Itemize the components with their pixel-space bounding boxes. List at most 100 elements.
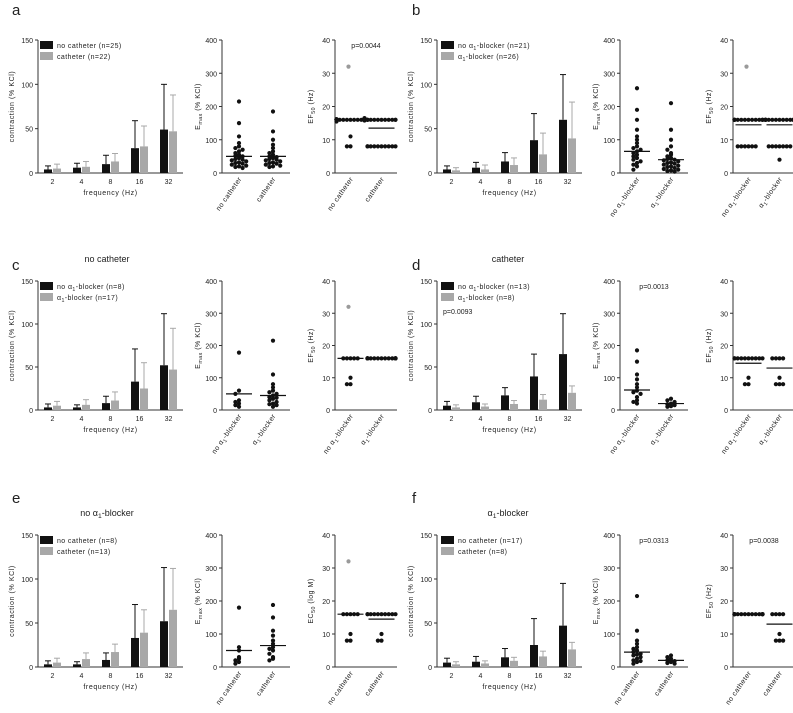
data-point bbox=[393, 117, 398, 122]
data-point bbox=[263, 162, 268, 167]
data-point bbox=[676, 167, 681, 172]
data-point bbox=[746, 356, 751, 361]
bar bbox=[452, 407, 460, 410]
y-axis-label: contraction (% KCl) bbox=[408, 310, 415, 382]
data-point bbox=[746, 382, 751, 387]
y-tick-label: 10 bbox=[720, 376, 728, 383]
y-tick-label: 30 bbox=[720, 566, 728, 573]
bar bbox=[559, 119, 567, 173]
data-point bbox=[383, 144, 388, 149]
x-tick-label: no α1-blocker bbox=[323, 413, 357, 457]
data-point bbox=[746, 117, 751, 122]
data-point bbox=[753, 356, 758, 361]
data-point bbox=[236, 350, 242, 355]
data-point bbox=[773, 638, 779, 643]
data-point bbox=[372, 117, 377, 122]
y-tick-label: 10 bbox=[322, 632, 330, 639]
y-tick-label: 400 bbox=[205, 38, 217, 45]
data-point bbox=[634, 398, 640, 403]
data-point bbox=[233, 145, 238, 151]
y-tick-label: 150 bbox=[420, 533, 432, 540]
x-tick-label: 32 bbox=[564, 416, 572, 423]
x-tick-label: no catheter bbox=[327, 176, 356, 213]
y-axis-label: EF50 (Hz) bbox=[706, 584, 715, 618]
data-point bbox=[270, 155, 276, 161]
data-point bbox=[236, 152, 242, 157]
data-point bbox=[236, 404, 242, 409]
y-tick-label: 150 bbox=[21, 533, 33, 540]
y-tick-label: 10 bbox=[322, 376, 330, 383]
outlier-point bbox=[346, 64, 351, 69]
data-point bbox=[365, 612, 370, 617]
data-point bbox=[777, 356, 782, 361]
bar bbox=[169, 609, 177, 667]
data-point bbox=[390, 117, 395, 122]
data-point bbox=[270, 164, 276, 169]
y-tick-label: 150 bbox=[21, 38, 33, 45]
x-tick-label: 2 bbox=[51, 416, 55, 423]
x-tick-label: 4 bbox=[479, 673, 483, 680]
bar bbox=[510, 165, 518, 173]
legend-label: no catheter (n=17) bbox=[458, 538, 523, 545]
x-tick-label: catheter bbox=[364, 670, 386, 698]
data-point bbox=[634, 164, 640, 169]
y-tick-label: 10 bbox=[720, 138, 728, 145]
bar bbox=[73, 407, 81, 410]
data-point bbox=[634, 645, 640, 650]
data-point bbox=[781, 638, 786, 643]
x-tick-label: 32 bbox=[165, 416, 173, 423]
data-point bbox=[676, 159, 681, 164]
y-tick-label: 100 bbox=[603, 376, 615, 383]
x-tick-label: α1-blocker bbox=[360, 413, 388, 448]
x-axis-label: frequency (Hz) bbox=[83, 684, 137, 691]
data-point bbox=[631, 653, 636, 658]
x-tick-label: no catheter bbox=[725, 670, 754, 707]
y-tick-label: 40 bbox=[322, 279, 330, 286]
data-point bbox=[270, 401, 276, 406]
data-point bbox=[672, 661, 677, 666]
data-point bbox=[634, 127, 640, 132]
x-tick-label: 2 bbox=[450, 416, 454, 423]
bar bbox=[140, 632, 148, 667]
x-tick-label: 32 bbox=[165, 673, 173, 680]
data-point bbox=[267, 390, 272, 395]
y-tick-label: 20 bbox=[322, 599, 330, 606]
data-point bbox=[274, 161, 279, 166]
data-point bbox=[742, 144, 748, 149]
x-tick-label: 16 bbox=[535, 416, 543, 423]
legend-swatch bbox=[441, 41, 454, 49]
data-point bbox=[233, 661, 238, 666]
data-point bbox=[236, 99, 242, 104]
data-point bbox=[368, 117, 373, 122]
data-point bbox=[781, 144, 786, 149]
y-tick-label: 40 bbox=[720, 279, 728, 286]
data-point bbox=[236, 144, 242, 149]
y-tick-label: 50 bbox=[424, 365, 432, 372]
x-tick-label: catheter bbox=[654, 670, 676, 698]
data-point bbox=[766, 144, 771, 149]
data-point bbox=[267, 398, 272, 403]
data-point bbox=[274, 399, 279, 405]
bar bbox=[568, 138, 576, 173]
data-point bbox=[773, 356, 779, 361]
data-point bbox=[634, 395, 640, 400]
x-tick-label: α1-blocker bbox=[649, 413, 677, 448]
data-point bbox=[393, 356, 398, 361]
data-point bbox=[773, 144, 779, 149]
bar bbox=[443, 405, 451, 410]
bar bbox=[82, 659, 90, 667]
bar bbox=[102, 164, 110, 173]
y-tick-label: 300 bbox=[603, 71, 615, 78]
y-tick-label: 100 bbox=[603, 138, 615, 145]
data-point bbox=[348, 631, 353, 637]
x-tick-label: 8 bbox=[109, 416, 113, 423]
x-tick-label: 8 bbox=[109, 673, 113, 680]
y-tick-label: 0 bbox=[724, 665, 728, 672]
panel-title: α1-blocker bbox=[488, 508, 529, 520]
data-point bbox=[383, 117, 388, 122]
x-tick-label: 2 bbox=[450, 179, 454, 186]
data-point bbox=[270, 656, 276, 661]
y-tick-label: 300 bbox=[205, 311, 217, 318]
data-point bbox=[668, 404, 674, 409]
y-tick-label: 0 bbox=[29, 171, 33, 178]
